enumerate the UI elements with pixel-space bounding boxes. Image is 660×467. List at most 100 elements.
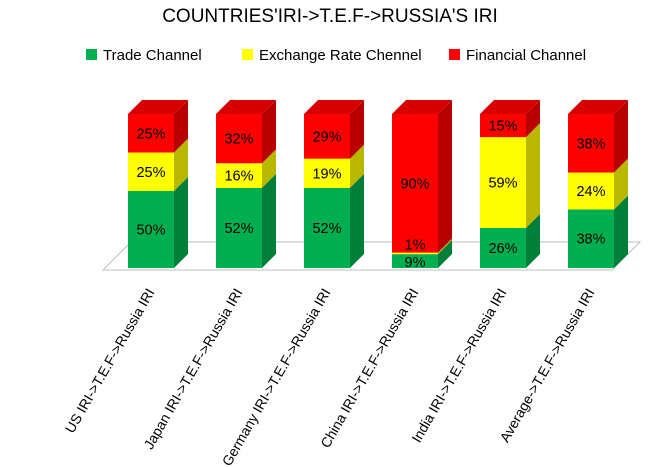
bar-front [128,114,174,153]
data-label: 16% [224,169,253,185]
bar-side [438,100,452,253]
bar-side [262,100,276,164]
data-label: 1% [405,238,426,254]
bar-front [216,114,262,164]
legend-label: Exchange Rate Chennel [259,47,422,64]
data-label: 90% [400,176,429,192]
bar-segment-exchange-rate-chennel [480,123,540,228]
bar-side [350,173,364,268]
bar-segment-financial-channel [568,100,628,173]
bar-front [304,158,350,188]
bar-front [568,172,614,210]
bar-side [262,173,276,268]
data-label: 50% [136,223,165,239]
legend-item-exchange-rate-chennel: Exchange Rate Chennel [242,47,422,64]
bar-segment-financial-channel [128,100,188,153]
bar-segment-trade-channel [128,177,188,268]
legend: Trade Channel Exchange Rate Chennel Financ… [86,47,586,64]
bar-segment-exchange-rate-chennel [568,158,628,210]
bar-side [174,138,188,191]
bar-front [392,254,438,268]
bar-stack-3: 52% 19% 29% [304,100,364,268]
category-label: US IRI->T.E.F->Russia IRI [62,286,158,436]
bar-side [438,240,452,268]
bar-front [128,152,174,191]
bar-side [526,213,540,268]
bar-front [392,252,438,255]
bar-front [480,137,526,228]
data-label: 15% [488,119,517,135]
data-label: 9% [405,255,426,271]
bar-side [614,195,628,268]
data-label: 59% [488,176,517,192]
bar-top [128,100,188,114]
bar-front [392,114,438,253]
legend-item-trade-channel: Trade Channel [86,47,202,64]
bar-segment-exchange-rate-chennel [392,238,452,255]
legend-swatch [86,49,97,60]
data-label: 38% [576,136,605,152]
data-label: 24% [576,184,605,200]
data-label: 52% [224,221,253,237]
data-label: 52% [312,221,341,237]
bar-front [480,227,526,268]
data-label: 19% [312,166,341,182]
legend-item-financial-channel: Financial Channel [449,47,586,64]
legend-swatch [242,49,253,60]
bar-segment-financial-channel [480,100,540,138]
bar-front [480,114,526,138]
category-label: Germany IRI->T.E.F->Russia IRI [219,286,334,467]
bar-stack-1: 50% 25% 25% [128,100,188,268]
bar-side [350,144,364,188]
chart-title: COUNTRIES'IRI->T.E.F->RUSSIA'S IRI [162,6,498,27]
bar-side [526,123,540,228]
legend-label: Financial Channel [466,47,586,64]
bar-segment-trade-channel [216,173,276,268]
bar-side [174,177,188,268]
bar-front [128,191,174,268]
bar-stack-4: 9%1% 90% [392,100,452,271]
data-label: 25% [136,165,165,181]
bar-segment-financial-channel [216,100,276,164]
category-label: India IRI->T.E.F->Russia IRI [408,286,509,446]
data-label: 32% [224,132,253,148]
bar-front [304,187,350,268]
bar-front [568,114,614,173]
category-label: Japan IRI->T.E.F->Russia IRI [140,286,245,452]
bar-side [350,100,364,159]
legend-swatch [449,49,460,60]
bar-side [262,149,276,188]
bar-top [568,100,628,114]
bar-segment-financial-channel [392,100,452,253]
bars: 50% 25% 25% 52% 16% 32% 52% 19% 29% 9%1% 90% 26% 59%… [128,100,628,271]
legend-label: Trade Channel [103,47,202,64]
bar-segment-trade-channel [568,195,628,268]
bar-segment-exchange-rate-chennel [304,144,364,188]
bar-segment-exchange-rate-chennel [216,149,276,188]
bar-top [392,100,452,114]
bar-front [568,209,614,268]
bar-segment-trade-channel [392,240,452,268]
bar-top [304,100,364,114]
bar-side [614,158,628,210]
bar-top [216,100,276,114]
bar-side [614,100,628,173]
bar-front [216,187,262,268]
bar-segment-exchange-rate-chennel [128,138,188,191]
bar-stack-2: 52% 16% 32% [216,100,276,268]
bar-front [304,114,350,159]
bar-top [480,100,540,114]
bar-side [526,100,540,138]
data-label: 25% [136,126,165,142]
bar-side [174,100,188,153]
data-label: 29% [312,129,341,145]
category-label: China IRI->T.E.F->Russia IRI [317,286,421,451]
category-label: Average->T.E.F->Russia IRI [496,286,597,445]
bar-stack-5: 26% 59% 15% [480,100,540,268]
data-label: 26% [488,241,517,257]
bar-front [216,163,262,188]
bar-segment-trade-channel [304,173,364,268]
bar-segment-financial-channel [304,100,364,159]
bar-side [438,238,452,255]
bar-segment-trade-channel [480,213,540,268]
